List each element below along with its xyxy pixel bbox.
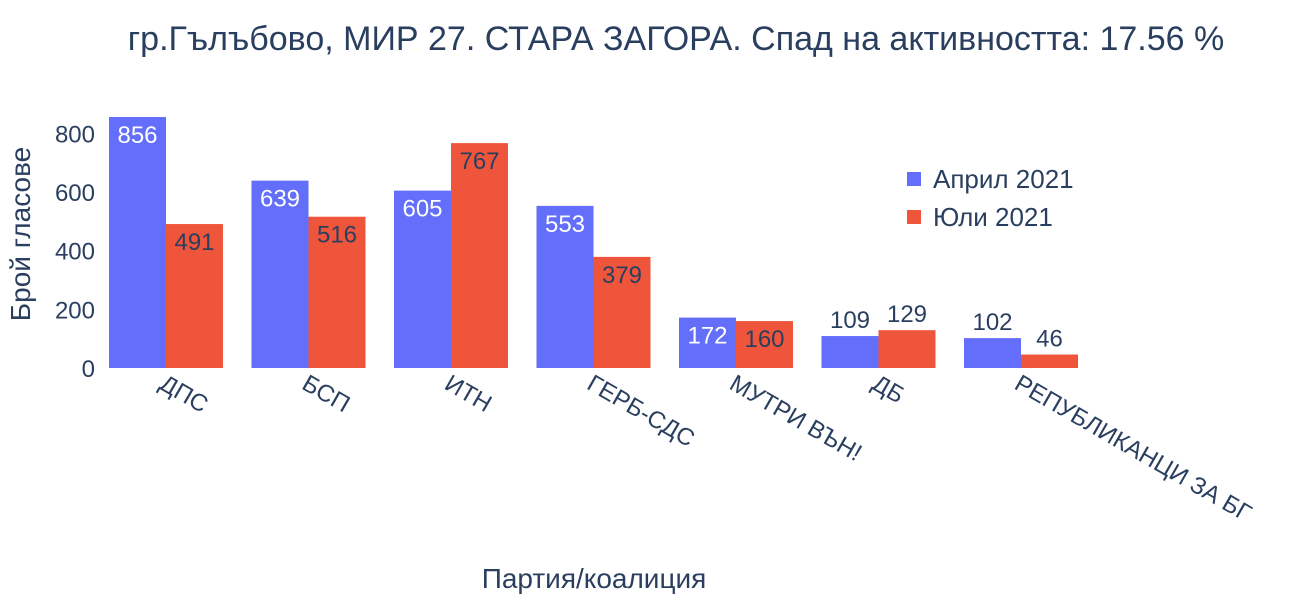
bar-value-label: 639: [260, 186, 300, 213]
bar-value-label: 172: [687, 323, 727, 350]
bar-value-label: 856: [117, 122, 157, 149]
bar-value-label: 516: [317, 222, 357, 249]
bar-value-label: 160: [744, 326, 784, 353]
legend-label: Юли 2021: [933, 202, 1053, 232]
bar-value-label: 129: [887, 301, 927, 328]
bar-value-label: 109: [830, 307, 870, 334]
bar-july[interactable]: [878, 330, 936, 368]
legend-label: Април 2021: [933, 164, 1074, 194]
legend-swatch: [907, 172, 921, 186]
bar-july[interactable]: [736, 321, 793, 368]
bar-april[interactable]: [964, 338, 1021, 368]
bar-value-label: 767: [459, 148, 499, 175]
bar-value-label: 379: [602, 262, 642, 289]
x-tick-label: ДПС: [155, 370, 213, 419]
x-tick-label: ГЕРБ-СДС: [583, 370, 700, 453]
chart-title: гр.Гълъбово, МИР 27. СТАРА ЗАГОРА. Спад …: [128, 20, 1224, 58]
legend-item[interactable]: Юли 2021: [907, 202, 1053, 232]
bar-april[interactable]: [109, 117, 166, 368]
x-tick-label: ИТН: [440, 370, 496, 418]
bar-april[interactable]: [251, 180, 309, 368]
bar-july[interactable]: [166, 224, 223, 368]
x-axis: ДПС БСП ИТН ГЕРБ-СДС МУТРИ ВЪН! ДБ РЕПУБЛИКАНЦ…: [155, 370, 1256, 527]
x-tick-label: БСП: [298, 370, 355, 418]
bar-value-label: 491: [174, 229, 214, 256]
bar-value-label: 102: [972, 309, 1012, 336]
bar-value-label: 46: [1036, 326, 1063, 353]
legend-item[interactable]: Април 2021: [907, 164, 1074, 194]
bar-value-label: 553: [545, 211, 585, 238]
bar-april[interactable]: [821, 336, 879, 368]
y-tick-label: 800: [55, 121, 95, 148]
y-tick-label: 200: [55, 297, 95, 324]
y-tick-label: 600: [55, 180, 95, 207]
y-tick-label: 400: [55, 239, 95, 266]
legend-swatch: [907, 210, 921, 224]
bar-april[interactable]: [679, 317, 736, 368]
x-tick-label: МУТРИ ВЪН!: [725, 370, 866, 467]
bar-value-label: 605: [402, 196, 442, 223]
y-tick-label: 0: [82, 356, 95, 383]
y-axis-label: Брой гласове: [5, 147, 36, 321]
bars: 856 491 639 516 605 767 553 379 172 160 109 129 102 4…: [109, 117, 1078, 368]
bar-july[interactable]: [1021, 354, 1078, 368]
bar-april[interactable]: [394, 190, 451, 368]
y-axis: 0 200 400 600 800: [55, 121, 95, 383]
legend[interactable]: Април 2021 Юли 2021: [907, 164, 1074, 232]
bar-july[interactable]: [308, 216, 366, 368]
bar-july[interactable]: [451, 143, 508, 368]
bar-july[interactable]: [593, 256, 651, 368]
x-tick-label: РЕПУБЛИКАНЦИ ЗА БГ: [1010, 370, 1256, 527]
x-tick-label: ДБ: [868, 370, 909, 409]
bar-april[interactable]: [536, 205, 594, 368]
x-axis-label: Партия/коалиция: [482, 563, 707, 594]
